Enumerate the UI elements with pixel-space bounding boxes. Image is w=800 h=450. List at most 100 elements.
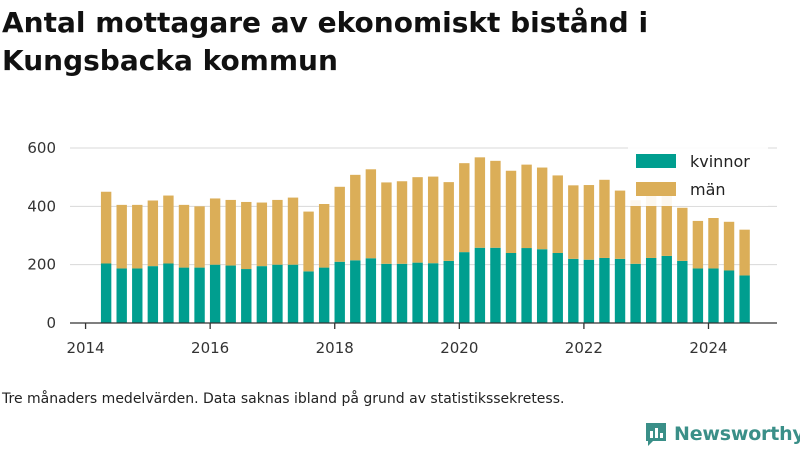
bar-kvinnor <box>614 258 626 323</box>
y-tick-label: 600 <box>27 139 56 157</box>
bar-kvinnor <box>209 264 221 323</box>
bar-kvinnor <box>225 265 236 323</box>
x-tick-label: 2016 <box>191 339 229 357</box>
bar-kvinnor <box>599 257 610 323</box>
newsworthy-logo-icon <box>646 423 666 446</box>
bar-man <box>630 200 641 264</box>
bar-man <box>614 190 626 259</box>
bar-man <box>692 220 704 269</box>
bar-kvinnor <box>287 264 299 323</box>
bar-kvinnor <box>381 263 392 323</box>
bar-kvinnor <box>583 259 595 323</box>
bar-man <box>178 204 190 268</box>
bar-man <box>412 177 423 263</box>
bar-man <box>163 195 174 264</box>
bar-kvinnor <box>692 268 704 323</box>
bar-man <box>459 163 470 253</box>
bar-kvinnor <box>443 260 454 323</box>
brand: Newsworthy <box>644 419 800 449</box>
bar-kvinnor <box>630 263 641 323</box>
bar-kvinnor <box>739 275 750 323</box>
bar-man <box>427 176 439 264</box>
bar-man <box>505 170 517 253</box>
y-tick-label: 0 <box>46 314 56 332</box>
bar-kvinnor <box>303 271 314 323</box>
bar-kvinnor <box>474 247 486 323</box>
bar-man <box>474 157 486 248</box>
bar-kvinnor <box>116 268 127 323</box>
bar-man <box>443 182 454 261</box>
bar-kvinnor <box>427 263 439 323</box>
bar-man <box>147 200 159 267</box>
bar-kvinnor <box>490 247 501 323</box>
bar-man <box>350 174 361 261</box>
bar-kvinnor <box>505 253 517 323</box>
bar-man <box>194 206 205 268</box>
bar-man <box>677 207 688 261</box>
bar-man <box>739 229 750 276</box>
bar-man <box>583 185 595 260</box>
bar-kvinnor <box>723 270 735 323</box>
bar-man <box>396 181 408 264</box>
legend-swatch-man <box>636 182 676 196</box>
bar-kvinnor <box>100 263 112 323</box>
bar-man <box>132 204 143 269</box>
bar-man <box>490 160 501 248</box>
bar-kvinnor <box>318 267 330 323</box>
bar-kvinnor <box>521 248 532 323</box>
legend-label-kvinnor: kvinnor <box>690 152 750 171</box>
bar-kvinnor <box>256 266 268 323</box>
bar-kvinnor <box>708 268 719 323</box>
bar-man <box>272 199 283 265</box>
bar-man <box>708 218 719 269</box>
bar-kvinnor <box>459 252 470 323</box>
x-tick-label: 2018 <box>316 339 354 357</box>
bar-kvinnor <box>661 255 672 323</box>
y-tick-label: 400 <box>27 197 56 215</box>
bar-kvinnor <box>568 258 579 323</box>
x-tick-label: 2020 <box>440 339 478 357</box>
legend-label-man: män <box>690 180 726 199</box>
bar-kvinnor <box>677 260 688 323</box>
bar-man <box>723 221 735 271</box>
bar-kvinnor <box>147 266 159 323</box>
bar-man <box>568 185 579 259</box>
bar-kvinnor <box>132 268 143 323</box>
bar-man <box>209 198 221 265</box>
bar-man <box>303 211 314 272</box>
bar-man <box>287 197 299 265</box>
bar-man <box>256 202 268 267</box>
bar-man <box>318 204 330 268</box>
bar-man <box>599 179 610 258</box>
x-tick-label: 2024 <box>689 339 727 357</box>
bar-kvinnor <box>178 267 190 323</box>
legend-swatch-kvinnor <box>636 154 676 168</box>
bar-man <box>521 164 532 249</box>
chart-caption: Tre månaders medelvärden. Data saknas ib… <box>2 391 565 407</box>
bar-man <box>334 186 345 262</box>
bar-kvinnor <box>396 263 408 323</box>
axes: 0 200 400 600 2014 2016 2018 2020 2022 2024 <box>27 139 777 357</box>
bar-kvinnor <box>365 258 377 323</box>
bar-kvinnor <box>272 264 283 323</box>
bar-kvinnor <box>163 263 174 323</box>
bar-man <box>661 195 672 256</box>
bar-kvinnor <box>334 261 345 323</box>
bar-man <box>225 199 236 266</box>
x-tick-label: 2022 <box>565 339 603 357</box>
bar-man <box>116 204 127 269</box>
x-tick-label: 2014 <box>66 339 104 357</box>
bar-kvinnor <box>194 267 205 323</box>
bar-man <box>645 194 657 258</box>
bar-kvinnor <box>241 269 252 323</box>
bar-man <box>552 175 563 253</box>
bar-man <box>381 182 392 264</box>
chart-title: Antal mottagare av ekonomiskt bistånd i … <box>2 6 649 77</box>
bar-kvinnor <box>552 253 563 323</box>
bar-kvinnor <box>412 262 423 323</box>
bar-kvinnor <box>645 257 657 323</box>
bar-man <box>365 169 377 259</box>
legend: kvinnor män <box>628 144 768 206</box>
bars <box>100 157 750 323</box>
